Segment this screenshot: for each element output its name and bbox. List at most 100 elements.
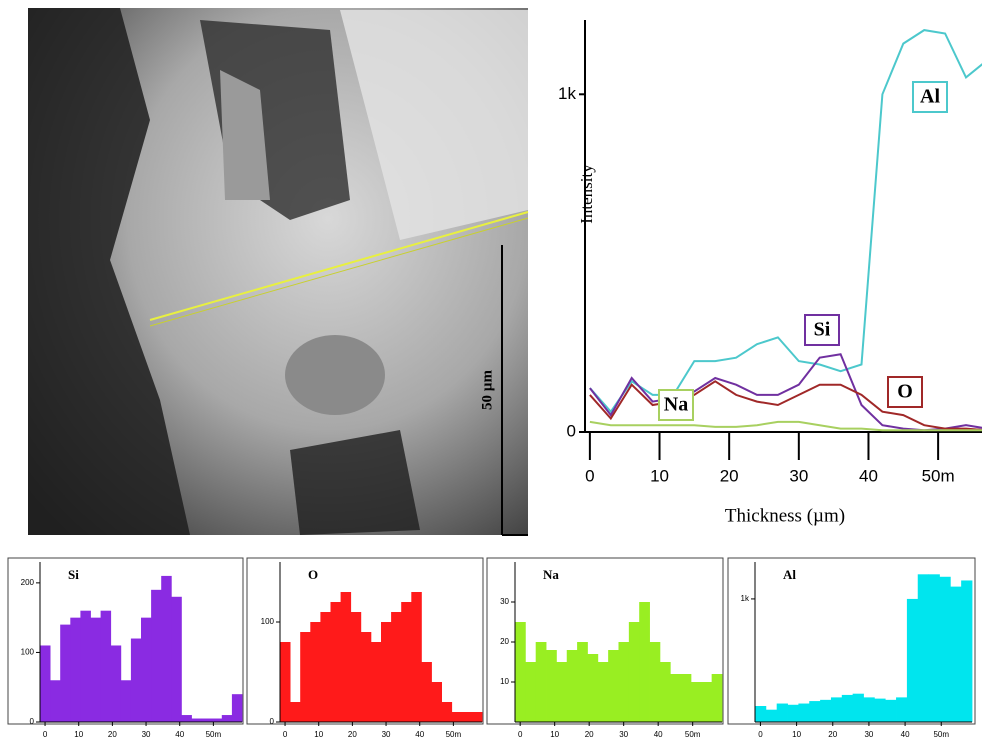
bar [100, 610, 112, 722]
x-tick-label: 0 [585, 466, 594, 485]
bar [649, 642, 661, 722]
bar [755, 706, 767, 722]
bar [451, 712, 463, 722]
bar [628, 622, 640, 722]
x-tick-label: 20 [585, 730, 594, 739]
series-line [589, 380, 982, 431]
x-tick-label: 40 [175, 730, 184, 739]
y-tick-label: 0 [270, 717, 275, 726]
panel-title: Al [783, 567, 796, 582]
bar [787, 704, 799, 722]
scale-bar-label: 50 µm [479, 370, 495, 410]
panel-title: Si [68, 567, 79, 582]
bar [310, 622, 321, 722]
bar [221, 715, 233, 722]
x-tick-label: 20 [108, 730, 117, 739]
x-tick-label: 50m [922, 466, 955, 485]
bar [50, 680, 61, 722]
bar [546, 650, 557, 722]
bar [608, 650, 619, 722]
bar [577, 642, 588, 722]
x-tick-label: 10 [74, 730, 83, 739]
bar [330, 602, 341, 722]
x-tick-label: 40 [654, 730, 663, 739]
bar [40, 645, 51, 722]
bar [618, 642, 630, 722]
series-label: Si [814, 319, 831, 341]
bar [680, 674, 692, 722]
bar [556, 662, 568, 722]
y-tick-label: 0 [567, 421, 576, 440]
x-tick-label: 20 [828, 730, 837, 739]
bar [566, 650, 578, 722]
bar [350, 612, 362, 722]
bar [852, 693, 864, 722]
x-tick-label: 10 [650, 466, 669, 485]
bar [928, 574, 940, 722]
series-line [589, 420, 982, 432]
y-tick-label: 20 [500, 637, 509, 646]
y-tick-label: 1k [741, 594, 750, 603]
bar [961, 580, 973, 722]
x-tick-label: 30 [864, 730, 873, 739]
bar [421, 662, 432, 722]
bar [300, 632, 311, 722]
bar [411, 592, 422, 722]
bar [906, 598, 919, 722]
y-tick-label: 1k [558, 84, 576, 103]
bar [70, 617, 81, 722]
x-tick-label: 50m [933, 730, 949, 739]
bar [370, 642, 382, 722]
bar [80, 610, 91, 722]
bar [60, 624, 71, 722]
x-tick-label: 20 [348, 730, 357, 739]
bar [597, 662, 609, 722]
y-tick-label: 100 [21, 648, 35, 657]
bar [161, 575, 172, 722]
series-label: Na [664, 394, 688, 416]
series-label-box [912, 81, 948, 113]
bar [950, 586, 962, 722]
bar [320, 612, 331, 722]
x-tick-label: 20 [720, 466, 739, 485]
bar [381, 622, 392, 722]
x-axis-label: Thickness (µm) [725, 505, 845, 526]
bar [830, 697, 843, 722]
y-tick-label: 30 [500, 597, 509, 606]
bar [535, 642, 547, 722]
bar [820, 699, 832, 722]
series-label-box [804, 314, 840, 346]
bar [711, 674, 723, 722]
bar [701, 682, 713, 722]
x-tick-label: 0 [518, 730, 523, 739]
x-tick-label: 0 [283, 730, 288, 739]
bar [211, 718, 223, 722]
series-label: Al [920, 86, 940, 108]
bar [939, 576, 951, 722]
bar [765, 709, 778, 722]
bar [360, 632, 372, 722]
bar [863, 697, 875, 722]
bar [201, 718, 213, 722]
x-tick-label: 40 [415, 730, 424, 739]
series-line [589, 29, 982, 414]
bar [461, 712, 473, 722]
sem-image: 50 µm [28, 8, 529, 536]
x-tick-label: 50m [685, 730, 701, 739]
bar [431, 682, 442, 722]
bar [441, 702, 453, 722]
x-tick-label: 30 [142, 730, 151, 739]
panel-title: O [308, 567, 318, 582]
y-tick-label: 200 [21, 578, 35, 587]
bar [809, 701, 821, 722]
bar [120, 680, 132, 722]
bar [776, 703, 788, 722]
series-label-box [658, 389, 694, 421]
bar [90, 617, 101, 722]
bar [471, 712, 483, 722]
bar [874, 698, 886, 722]
x-tick-label: 10 [550, 730, 559, 739]
x-tick-label: 30 [382, 730, 391, 739]
bar [130, 638, 142, 722]
